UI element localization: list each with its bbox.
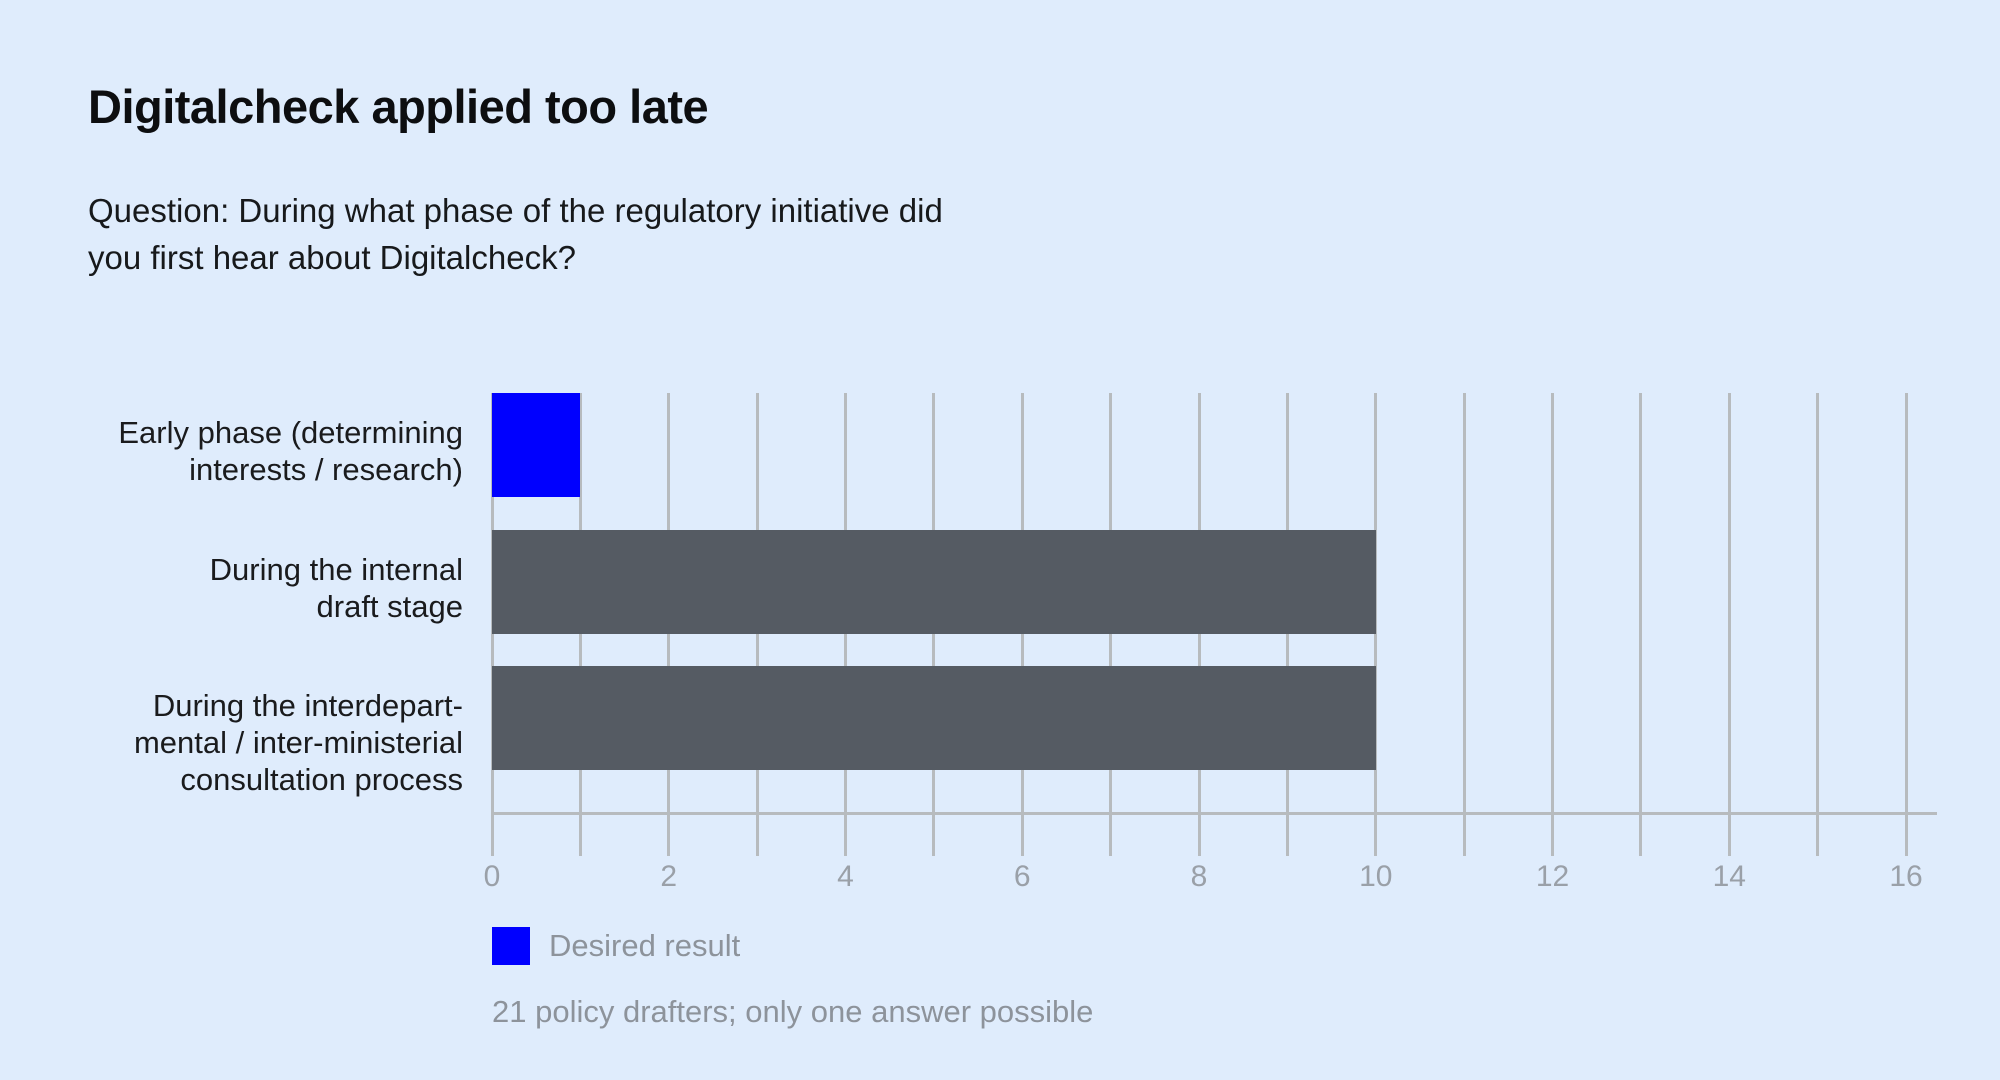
x-tick-label-2: 2: [660, 860, 678, 893]
gridline-x-13: [1639, 393, 1643, 856]
legend-label: Desired result: [549, 928, 741, 963]
legend-swatch-desired-result: [492, 927, 530, 965]
x-tick-label-4: 4: [837, 860, 854, 893]
x-tick-label-14: 14: [1712, 860, 1746, 893]
gridline-x-14: [1727, 393, 1731, 856]
x-axis-line: [492, 812, 1937, 815]
category-label-2-line-2: draft stage: [316, 589, 463, 624]
gridline-x-10: [1374, 393, 1378, 856]
chart-subtitle: Question: During what phase of the regul…: [88, 187, 943, 281]
category-label-2: During the internal draft stage: [43, 551, 463, 625]
gridline-x-16: [1904, 393, 1908, 856]
gridline-x-11: [1462, 393, 1466, 856]
category-label-2-line-1: During the internal: [209, 552, 463, 587]
chart-subtitle-line-2: you first hear about Digitalcheck?: [88, 239, 576, 276]
legend: Desired result: [492, 927, 740, 965]
x-tick-label-10: 10: [1359, 860, 1393, 893]
footnote: 21 policy drafters; only one answer poss…: [492, 994, 1094, 1029]
category-label-1-line-1: Early phase (determining: [118, 415, 463, 450]
bar-2: [492, 530, 1376, 634]
x-tick-label-6: 6: [1013, 860, 1031, 893]
category-label-1-line-2: interests / research): [189, 452, 463, 487]
gridline-x-12: [1551, 393, 1554, 856]
x-tick-label-0: 0: [483, 860, 501, 893]
page-title: Digitalcheck applied too late: [88, 80, 709, 133]
bar-3: [492, 666, 1376, 770]
x-tick-label-8: 8: [1190, 860, 1208, 893]
category-label-3: During the interdepart-mental / inter-mi…: [43, 687, 463, 798]
category-label-3-line-3: consultation process: [180, 762, 463, 797]
bar-1: [492, 393, 581, 497]
category-label-1: Early phase (determining interests / rese…: [43, 414, 463, 488]
category-label-3-line-2: mental / inter-ministerial: [133, 725, 463, 760]
x-tick-label-12: 12: [1535, 860, 1570, 893]
chart-subtitle-line-1: Question: During what phase of the regul…: [88, 192, 943, 229]
gridline-x-15: [1816, 393, 1820, 856]
x-tick-label-16: 16: [1889, 860, 1923, 893]
category-label-3-line-1: During the interdepart-: [152, 688, 463, 723]
